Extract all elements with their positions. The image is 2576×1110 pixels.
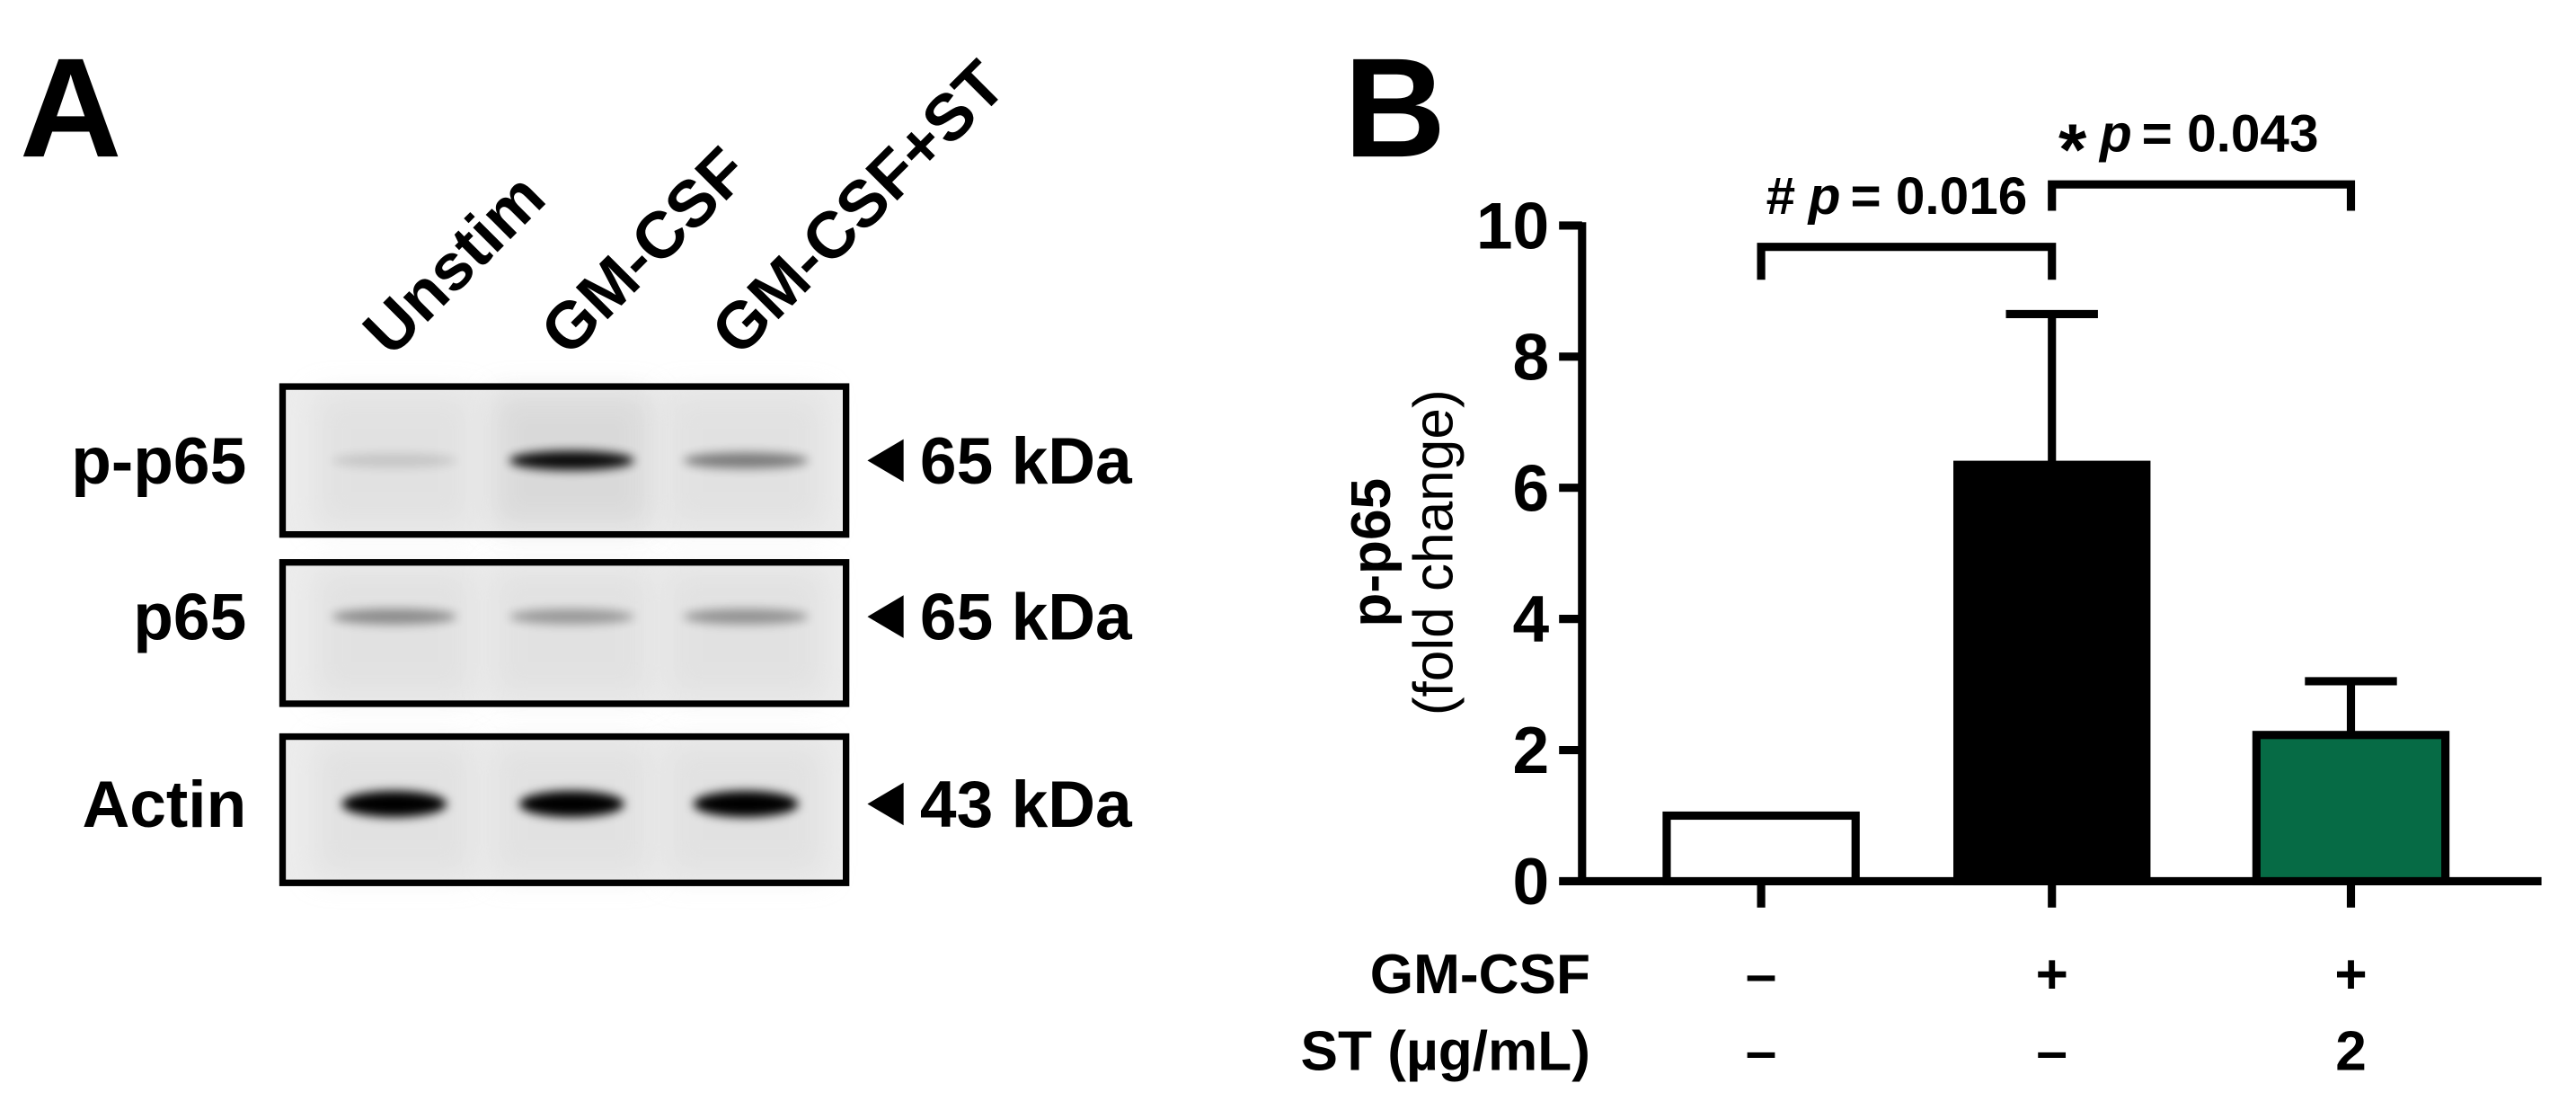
- significance-annotation: # p = 0.016: [1766, 167, 2028, 226]
- panel-a-label: A: [20, 30, 122, 187]
- y-tick-label: 0: [1513, 846, 1550, 919]
- band: [693, 790, 799, 818]
- y-axis-label: p-p65 (fold change): [1341, 389, 1465, 715]
- condition-value: –: [1746, 944, 1777, 1006]
- blot-p-p65: p-p65 65 kDa: [71, 383, 1133, 538]
- condition-row-label: ST (µg/mL): [1301, 1021, 1590, 1083]
- band: [683, 452, 809, 469]
- significance-bracket: [2048, 180, 2356, 211]
- y-tick-label: 10: [1476, 190, 1549, 262]
- significance-annotation: * p = 0.043: [2058, 105, 2318, 191]
- y-axis-label-line2: (fold change): [1403, 389, 1465, 715]
- p-label: p: [2098, 105, 2132, 164]
- lane-label: Unstim: [350, 160, 559, 369]
- left-triangle-icon: [867, 595, 904, 638]
- significance-symbol: *: [2058, 110, 2087, 191]
- band: [509, 450, 634, 471]
- molecular-weight: 65 kDa: [920, 582, 1133, 654]
- lane-smear: [667, 569, 825, 697]
- blot-actin: Actin 43 kDa: [82, 733, 1133, 886]
- significance-symbol: #: [1766, 167, 1796, 226]
- bar-gm-csf-st: [2252, 731, 2450, 886]
- lane-labels: Unstim GM-CSF GM-CSF+ST: [350, 48, 1019, 369]
- p-value: = 0.043: [2142, 105, 2319, 164]
- p-label: p: [1807, 167, 1841, 226]
- blot-p65: p65 65 kDa: [133, 559, 1133, 707]
- y-tick-label: 6: [1513, 452, 1550, 525]
- band: [332, 608, 457, 625]
- condition-row-label: GM-CSF: [1370, 944, 1590, 1006]
- condition-value: +: [2334, 944, 2367, 1006]
- western-blots: p-p65 65 kDa p65 65 kDa Actin 43 kDa: [71, 383, 1133, 886]
- band: [341, 790, 447, 818]
- panel-b-label: B: [1344, 30, 1447, 187]
- blot-name: p65: [133, 582, 246, 654]
- y-axis-label-line1: p-p65: [1341, 478, 1403, 627]
- p-value: = 0.016: [1850, 167, 2027, 226]
- blot-name: p-p65: [71, 425, 246, 498]
- y-tick-label: 4: [1513, 583, 1550, 656]
- band: [509, 608, 634, 625]
- left-triangle-icon: [867, 439, 904, 483]
- condition-value: 2: [2335, 1021, 2367, 1083]
- band: [683, 608, 809, 625]
- condition-value: –: [1746, 1021, 1777, 1083]
- blot-frame: [279, 559, 850, 707]
- blot-frame: [279, 383, 850, 538]
- blot-name: Actin: [82, 768, 246, 841]
- band: [332, 453, 457, 468]
- left-triangle-icon: [867, 782, 904, 826]
- y-tick-label: 8: [1513, 321, 1550, 394]
- bar-gm-csf: [1953, 460, 2151, 886]
- significance-bracket: [1757, 243, 2057, 280]
- lane-smear: [492, 569, 651, 697]
- molecular-weight: 43 kDa: [920, 768, 1133, 841]
- bar-unstim: [1662, 811, 1860, 886]
- condition-value: +: [2036, 944, 2068, 1006]
- band: [518, 790, 624, 818]
- condition-value: –: [2036, 1021, 2067, 1083]
- molecular-weight: 65 kDa: [920, 425, 1133, 498]
- lane-label: GM-CSF+ST: [698, 48, 1019, 369]
- y-tick-label: 2: [1513, 715, 1550, 787]
- blot-frame: [279, 733, 850, 886]
- lane-smear: [315, 569, 474, 697]
